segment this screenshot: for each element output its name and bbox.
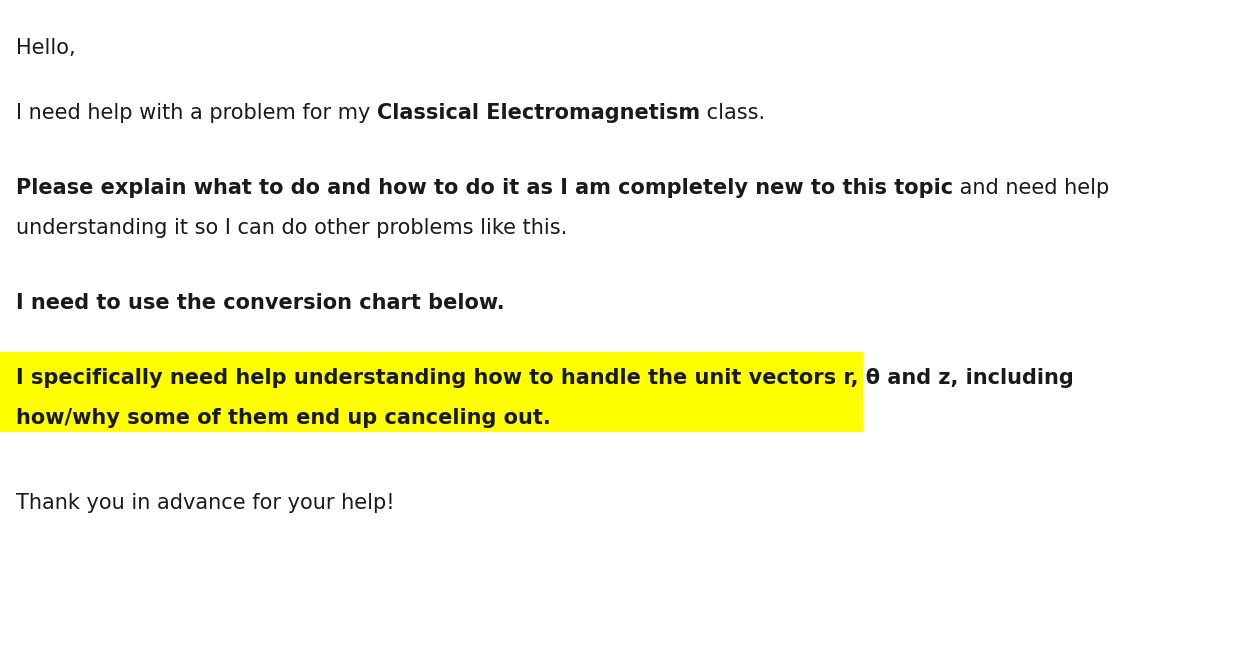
Text: I need help with a problem for my: I need help with a problem for my bbox=[16, 103, 378, 123]
Text: Thank you in advance for your help!: Thank you in advance for your help! bbox=[16, 493, 395, 513]
Text: I specifically need help understanding how to handle the unit vectors r, θ and z: I specifically need help understanding h… bbox=[16, 368, 1074, 388]
Bar bbox=[0, 352, 863, 432]
Text: and need help: and need help bbox=[953, 178, 1109, 198]
Text: class.: class. bbox=[700, 103, 765, 123]
Text: Please explain what to do and how to do it as I am completely new to this topic: Please explain what to do and how to do … bbox=[16, 178, 953, 198]
Text: I need to use the conversion chart below.: I need to use the conversion chart below… bbox=[16, 293, 504, 313]
Text: understanding it so I can do other problems like this.: understanding it so I can do other probl… bbox=[16, 218, 568, 238]
Text: Classical Electromagnetism: Classical Electromagnetism bbox=[378, 103, 700, 123]
Text: how/why some of them end up canceling out.: how/why some of them end up canceling ou… bbox=[16, 408, 550, 428]
Text: Hello,: Hello, bbox=[16, 38, 76, 58]
